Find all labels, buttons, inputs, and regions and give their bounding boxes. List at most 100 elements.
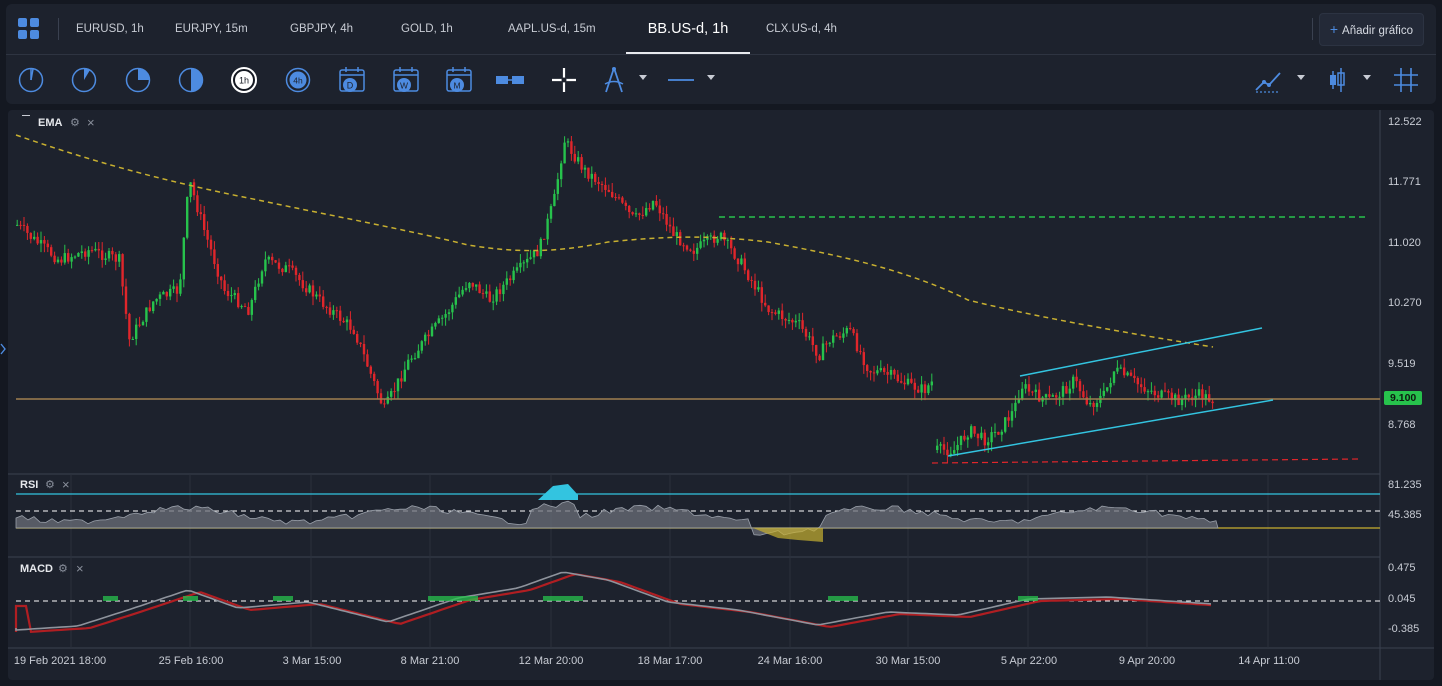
candlestick-icon[interactable] <box>1322 65 1352 95</box>
candle-body <box>1065 386 1068 394</box>
time-axis-label: 24 Mar 16:00 <box>757 655 823 667</box>
calendar-week-icon[interactable]: W <box>391 65 421 95</box>
price-axis-label: 11.771 <box>1388 176 1421 188</box>
calendar-month-icon[interactable]: M <box>444 65 474 95</box>
tab-eurjpy[interactable]: EURJPY, 15m <box>175 23 248 35</box>
close-icon[interactable]: × <box>76 561 84 576</box>
chart-area[interactable]: EMA ⚙ × RSI ⚙ × MACD ⚙ × 12.522 11.771 1… <box>8 110 1434 680</box>
price-axis-label: 12.522 <box>1388 116 1422 128</box>
candle-body <box>80 251 83 254</box>
tab-gold[interactable]: GOLD, 1h <box>401 23 453 35</box>
clock-4h-icon[interactable]: 4h <box>283 65 313 95</box>
grid-icon[interactable] <box>1391 65 1421 95</box>
chevron-down-icon[interactable] <box>1297 75 1305 80</box>
add-chart-button[interactable]: + Añadir gráfico <box>1318 13 1424 46</box>
candle-body <box>1055 395 1058 398</box>
svg-text:M: M <box>453 81 460 91</box>
candle-body <box>662 213 665 215</box>
candle-body <box>390 391 393 397</box>
candle-body <box>1048 394 1051 397</box>
candle-body <box>993 431 997 433</box>
candle-body <box>1007 417 1010 421</box>
candle-body <box>254 286 257 301</box>
candle-body <box>1000 431 1003 435</box>
candle-body <box>247 306 250 315</box>
clock-1m-icon[interactable] <box>16 65 46 95</box>
clock-5m-icon[interactable] <box>69 65 99 95</box>
clock-15m-icon[interactable] <box>123 65 153 95</box>
line-style-icon[interactable] <box>666 65 696 95</box>
tab-bb-active[interactable]: BB.US-d, 1h <box>626 4 750 55</box>
candle-body <box>665 214 668 225</box>
candle-body <box>407 359 410 370</box>
chart-scale-icon[interactable] <box>495 65 525 95</box>
candle-body <box>1204 394 1207 400</box>
candle-body <box>36 236 39 244</box>
candle-body <box>284 265 287 273</box>
candle-body <box>430 326 434 337</box>
candle-body <box>607 189 610 192</box>
settings-icon[interactable]: ⚙ <box>70 117 80 129</box>
candle-body <box>845 328 848 334</box>
close-icon[interactable]: × <box>62 477 70 492</box>
time-axis-label: 12 Mar 20:00 <box>518 655 584 667</box>
candle-body <box>883 368 886 372</box>
candle-body <box>63 253 66 263</box>
crosshair-icon[interactable] <box>549 65 579 95</box>
chart-type-line-icon[interactable] <box>1253 65 1283 95</box>
collapse-icon[interactable] <box>22 115 30 116</box>
chevron-down-icon[interactable] <box>639 75 647 80</box>
candle-body <box>1102 390 1105 396</box>
candle-body <box>158 294 162 299</box>
chart-canvas[interactable] <box>8 110 1434 680</box>
drawing-tools-icon[interactable] <box>599 65 629 95</box>
settings-icon[interactable]: ⚙ <box>58 563 68 575</box>
tab-gbpjpy[interactable]: GBPJPY, 4h <box>290 23 354 35</box>
candle-body <box>946 449 949 456</box>
macd-axis-label: 0.045 <box>1388 593 1416 605</box>
candle-body <box>243 306 247 308</box>
candle-body <box>713 235 716 243</box>
plus-icon: + <box>1329 21 1339 37</box>
clock-30m-icon[interactable] <box>176 65 206 95</box>
chevron-down-icon[interactable] <box>1363 75 1371 80</box>
candle-body <box>835 335 838 337</box>
add-chart-label: Añadir gráfico <box>1342 25 1413 37</box>
tab-eurusd[interactable]: EURUSD, 1h <box>76 23 144 35</box>
candle-body <box>1150 390 1153 392</box>
candle-body <box>1017 398 1020 403</box>
candle-body <box>1146 391 1150 393</box>
candle-body <box>577 157 580 162</box>
macd-axis-label: -0.385 <box>1388 623 1420 635</box>
candle-body <box>655 200 658 206</box>
candle-body <box>553 193 556 207</box>
candle-body <box>997 431 1000 435</box>
candle-body <box>1119 367 1122 369</box>
clock-1h-icon[interactable]: 1h <box>229 65 259 95</box>
chevron-down-icon[interactable] <box>707 75 715 80</box>
candle-body <box>451 304 454 313</box>
calendar-day-icon[interactable]: D <box>337 65 367 95</box>
settings-icon[interactable]: ⚙ <box>45 479 55 491</box>
candle-body <box>543 238 546 240</box>
candle-body <box>791 319 794 323</box>
price-axis-label: 8.768 <box>1388 419 1416 431</box>
candle-body <box>910 378 913 383</box>
candle-body <box>101 250 104 260</box>
candle-body <box>842 333 845 338</box>
candle-body <box>107 250 111 259</box>
tab-clx[interactable]: CLX.US-d, 4h <box>766 23 837 35</box>
tab-aapl[interactable]: AAPL.US-d, 15m <box>508 23 596 35</box>
candle-body <box>973 426 976 434</box>
candle-body <box>1021 388 1024 399</box>
candle-body <box>641 214 644 216</box>
side-panel-expand-icon[interactable] <box>0 342 6 356</box>
candle-body <box>1095 402 1099 407</box>
candle-body <box>583 167 587 170</box>
layout-grid-icon[interactable] <box>18 18 40 40</box>
candle-body <box>230 295 233 297</box>
close-icon[interactable]: × <box>87 115 95 130</box>
candle-body <box>328 307 332 315</box>
candle-body <box>587 167 590 179</box>
macd-histogram-bar <box>183 596 198 601</box>
